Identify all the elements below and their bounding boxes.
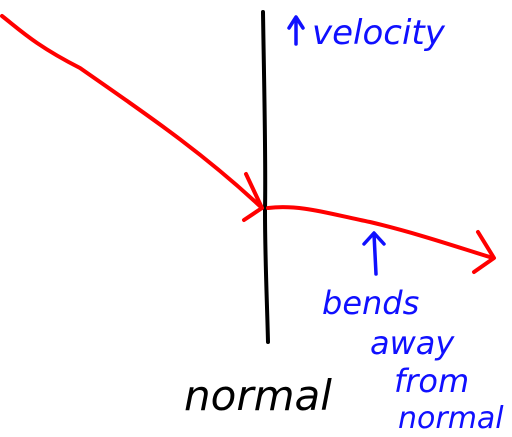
velocity-label: velocity bbox=[312, 13, 446, 53]
normal-line bbox=[263, 12, 268, 342]
bends-label-line2: away bbox=[370, 324, 455, 362]
bends-label-line4: normal bbox=[398, 401, 504, 436]
incident-ray bbox=[2, 16, 262, 208]
velocity-up-arrow-icon bbox=[289, 17, 303, 44]
pointer-up-arrow-icon bbox=[364, 233, 384, 274]
bends-label-line1: bends bbox=[322, 284, 419, 322]
normal-label: normal bbox=[184, 371, 332, 420]
refracted-ray bbox=[268, 207, 493, 258]
bends-label-line3: from bbox=[394, 362, 469, 400]
